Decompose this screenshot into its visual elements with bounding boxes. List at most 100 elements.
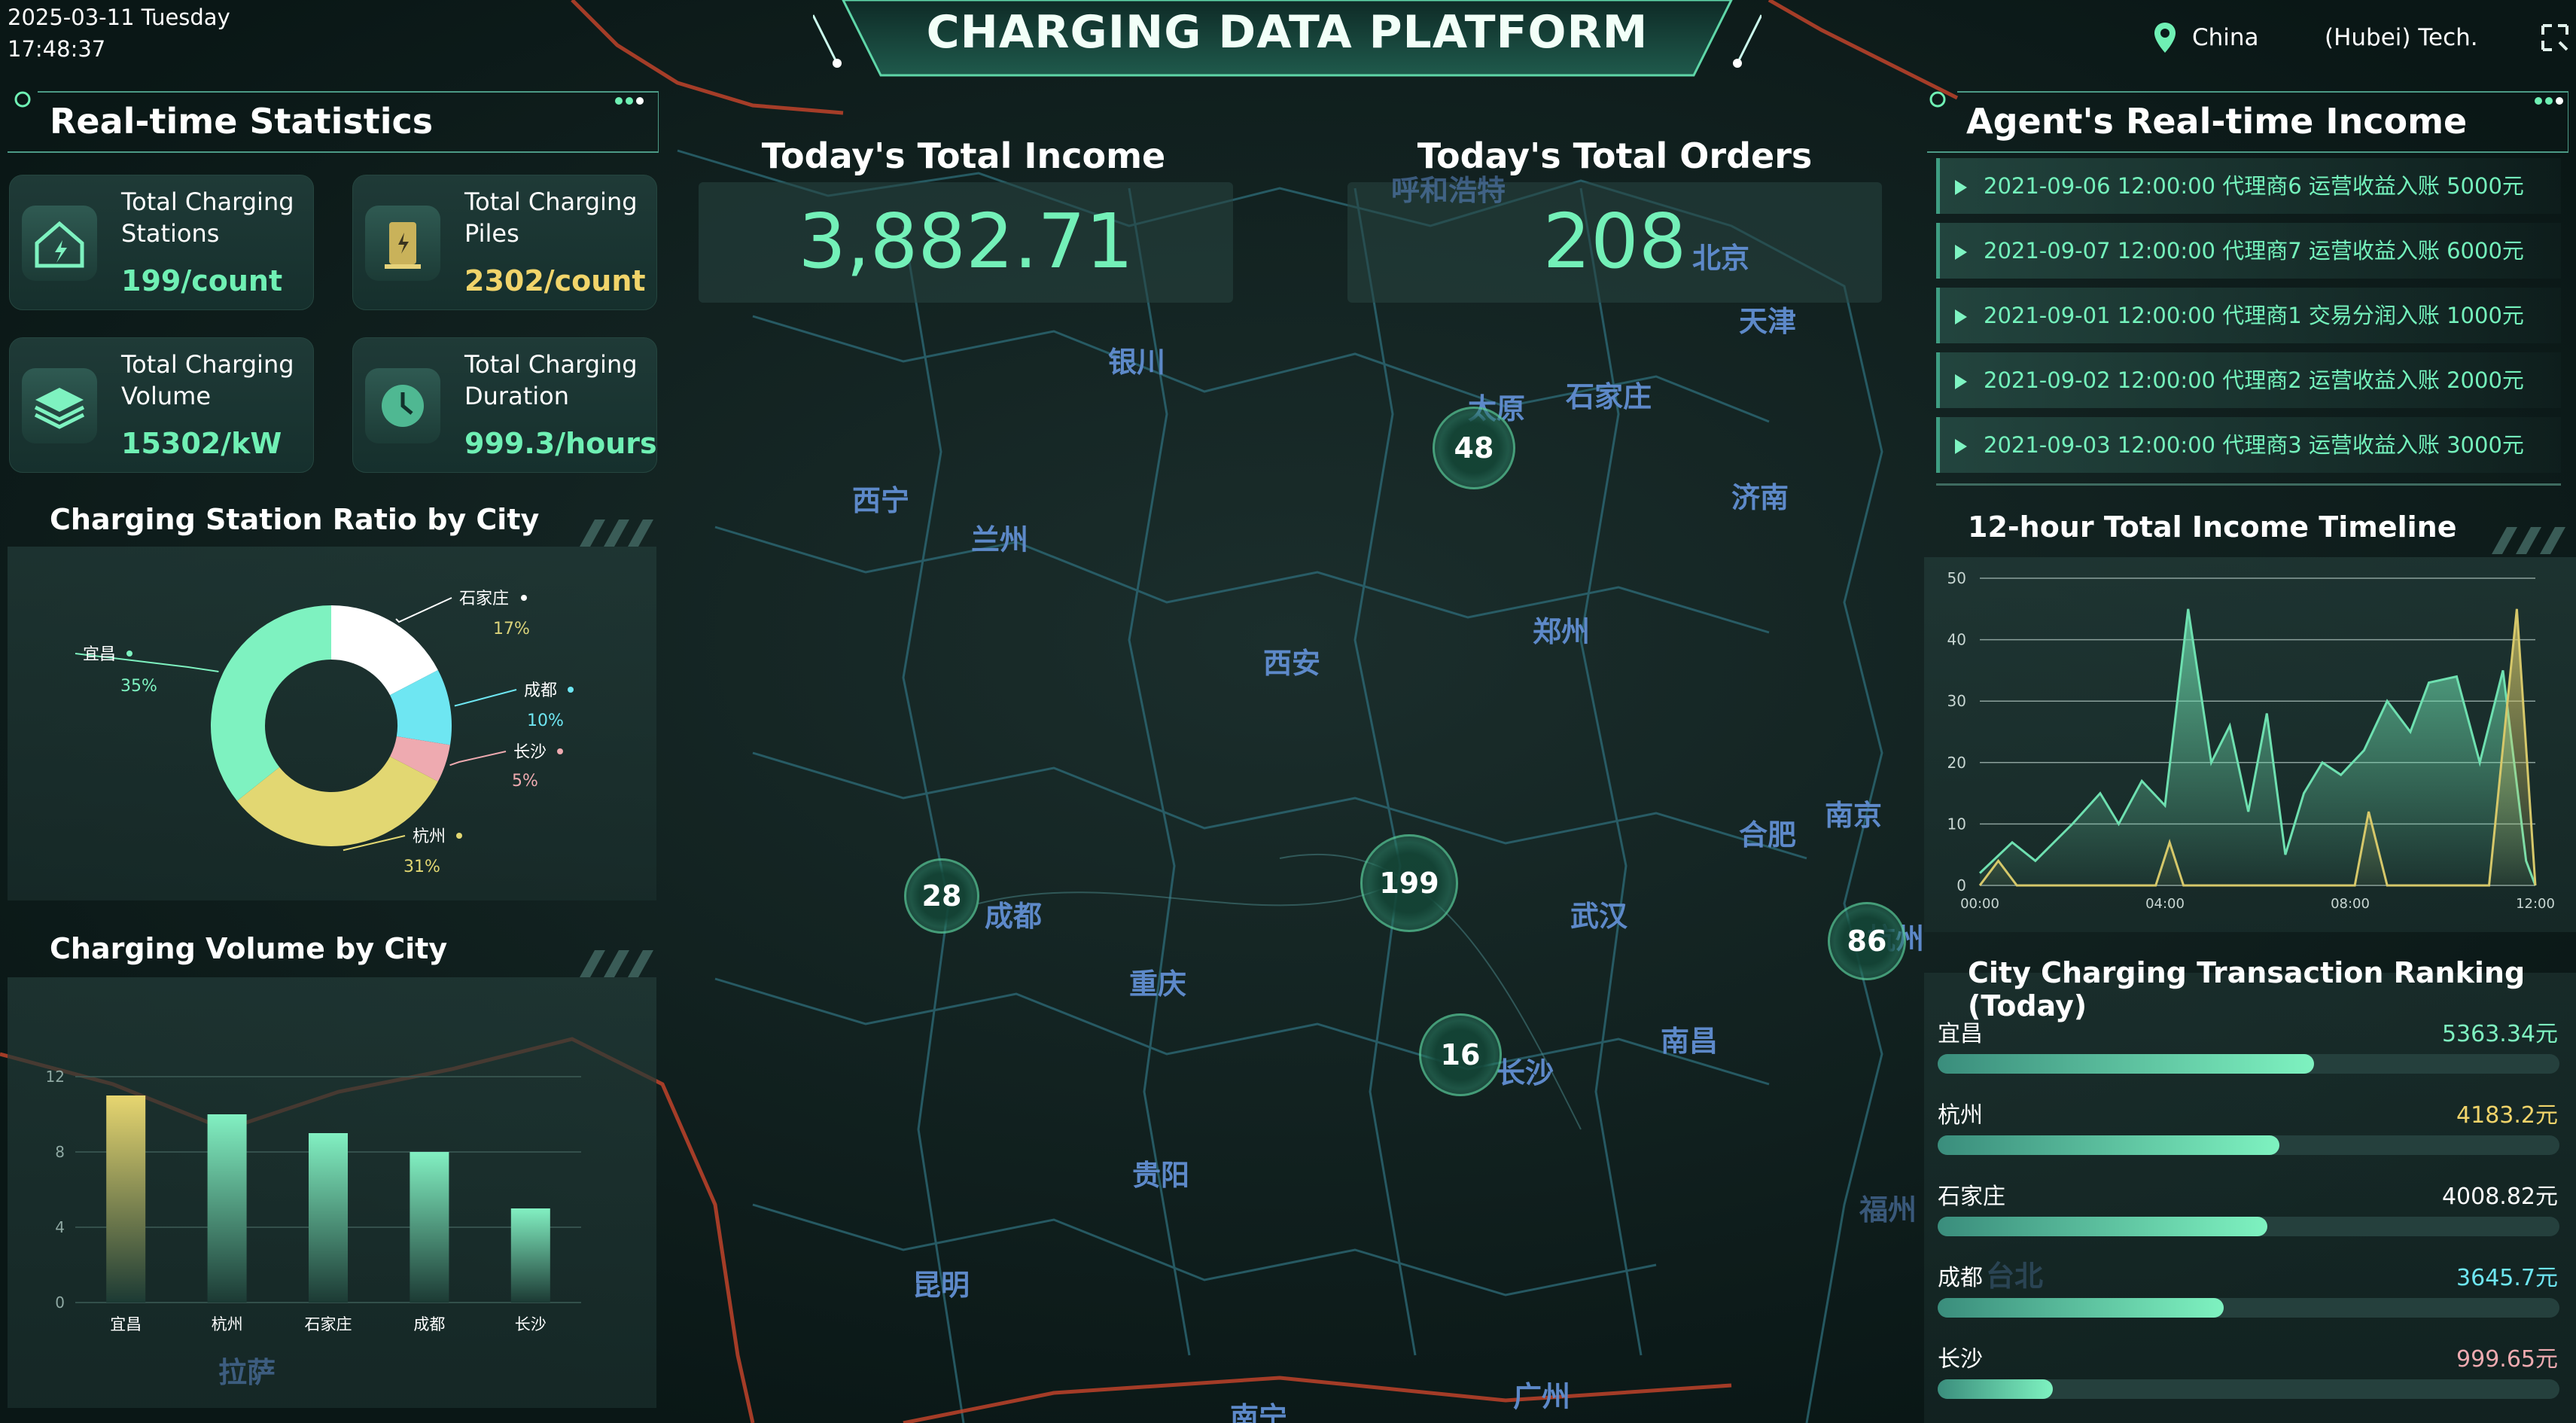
ranking-city-name: 杭州: [1938, 1102, 1983, 1129]
map-city-label: 武汉: [1570, 900, 1628, 933]
map-city-label: 重庆: [1129, 967, 1187, 1001]
map-marker[interactable]: 48: [1433, 407, 1515, 489]
y-tick-label: 30: [1947, 692, 1966, 710]
bar: [410, 1152, 449, 1303]
marker-count: 48: [1454, 431, 1494, 465]
map-city-label: 呼和浩特: [1391, 174, 1506, 207]
x-tick-label: 宜昌: [110, 1315, 142, 1333]
ranking-value: 3645.7元: [2456, 1265, 2558, 1291]
ranking-bar-fill: [1938, 1135, 2280, 1155]
orders-box: [1347, 182, 1882, 303]
income-text: 2021-09-06 12:00:00 代理商6 运营收益入账 5000元: [1984, 173, 2524, 199]
donut-slice: [390, 736, 450, 782]
donut-pct: 10%: [527, 712, 564, 730]
donut-leader-line: [395, 597, 452, 623]
x-tick-label: 石家庄: [305, 1315, 352, 1333]
volume-title: Charging Volume by City: [50, 932, 448, 965]
ranking-city-name: 宜昌: [1938, 1021, 1983, 1047]
fullscreen-icon[interactable]: [2540, 23, 2570, 53]
map-city-label: 兰州: [971, 523, 1029, 556]
x-tick-label: 04:00: [2145, 896, 2185, 912]
x-tick-label: 杭州: [212, 1315, 243, 1333]
donut-pct: 17%: [493, 620, 530, 638]
income-row: 2021-09-02 12:00:00 代理商2 运营收益入账 2000元: [1936, 352, 2561, 408]
y-tick-label: 50: [1947, 569, 1966, 587]
stat-value: 999.3/hours: [464, 427, 657, 460]
play-icon: [1955, 245, 1967, 260]
orders-value: 208: [1542, 197, 1687, 285]
stat-label: Total Charging Volume: [121, 350, 294, 410]
donut-pct: 5%: [512, 772, 538, 791]
y-tick-label: 40: [1947, 631, 1966, 649]
x-tick-label: 08:00: [2331, 896, 2370, 912]
ranking-title: City Charging Transaction Ranking (Today…: [1968, 956, 2526, 1022]
ranking-bar-fill: [1938, 1054, 2314, 1074]
bar: [510, 1208, 550, 1303]
donut-pct: 35%: [120, 677, 157, 696]
x-tick-label: 成都: [413, 1315, 445, 1333]
marker-count: 16: [1440, 1038, 1481, 1071]
donut-leader-line: [343, 835, 406, 852]
income-text: 2021-09-01 12:00:00 代理商1 交易分润入账 1000元: [1984, 303, 2524, 328]
map-city-label: 贵阳: [1132, 1159, 1190, 1192]
play-icon: [1955, 309, 1967, 325]
map-marker[interactable]: 199: [1360, 834, 1458, 932]
marker-count: 199: [1379, 867, 1439, 900]
bar: [309, 1133, 348, 1303]
panel-stripes: [580, 950, 653, 977]
map-city-label: 福州: [1859, 1193, 1917, 1226]
income-list-divider: [1936, 483, 2561, 486]
donut-leader-line: [75, 653, 219, 672]
agent-title: Agent's Real-time Income: [1966, 101, 2468, 142]
income-label: Today's Total Income: [761, 136, 1166, 176]
map-city-label: 西安: [1263, 647, 1321, 680]
stat-label: Total Charging Stations: [121, 187, 294, 248]
ranking-bar-fill: [1938, 1298, 2224, 1318]
x-tick-label: 长沙: [515, 1315, 547, 1333]
income-row: 2021-09-03 12:00:00 代理商3 运营收益入账 3000元: [1936, 417, 2561, 473]
donut-label: 成都: [524, 681, 557, 700]
play-icon: [1955, 374, 1967, 389]
map-marker[interactable]: 28: [904, 858, 979, 934]
legend-dot: [557, 748, 563, 754]
donut-label: 杭州: [413, 827, 446, 846]
map-city-label: 广州: [1513, 1380, 1571, 1413]
y-tick-label: 4: [55, 1218, 65, 1236]
location-pin-icon: [2154, 23, 2176, 53]
bar: [106, 1095, 146, 1303]
panel-stripes: [2492, 527, 2565, 554]
y-tick-label: 10: [1947, 815, 1966, 833]
ranking-bar-track: [1938, 1217, 2559, 1236]
map-marker[interactable]: 86: [1828, 902, 1906, 980]
marker-count: 28: [921, 879, 962, 913]
stat-label: Total Charging Duration: [464, 350, 638, 410]
donut-slice: [331, 605, 438, 696]
y-tick-label: 0: [55, 1293, 65, 1312]
stat-value: 199/count: [121, 264, 283, 297]
donut-pct: 31%: [403, 858, 440, 876]
map-city-label: 南昌: [1661, 1025, 1719, 1058]
map-city-label: 银川: [1108, 346, 1166, 379]
map-city-label: 南京: [1825, 799, 1883, 832]
income-box: [699, 182, 1233, 303]
map-city-label: 南宁: [1230, 1401, 1288, 1423]
donut-leader-line: [454, 689, 517, 707]
realtime-title: Real-time Statistics: [50, 101, 434, 142]
ranking-value: 5363.34元: [2441, 1021, 2558, 1047]
ranking-bar-track: [1938, 1379, 2559, 1399]
layers-icon: [22, 368, 97, 443]
stat-card-duration: Total Charging Duration 999.3/hours: [352, 337, 657, 473]
stat-card-volume: Total Charging Volume 15302/kW: [9, 337, 314, 473]
ranking-city-name: 长沙: [1938, 1346, 1983, 1373]
panel-stripes: [580, 520, 653, 547]
line-series: [1978, 608, 2537, 887]
donut-slice: [210, 605, 331, 801]
income-row: 2021-09-07 12:00:00 代理商7 运营收益入账 6000元: [1936, 223, 2561, 279]
donut-slice: [390, 669, 452, 745]
area-series: [1980, 608, 2535, 885]
map-marker[interactable]: 16: [1419, 1013, 1502, 1096]
map-city-label: 合肥: [1739, 818, 1797, 852]
income-row: 2021-09-01 12:00:00 代理商1 交易分润入账 1000元: [1936, 288, 2561, 343]
y-tick-label: 0: [1956, 876, 1966, 894]
